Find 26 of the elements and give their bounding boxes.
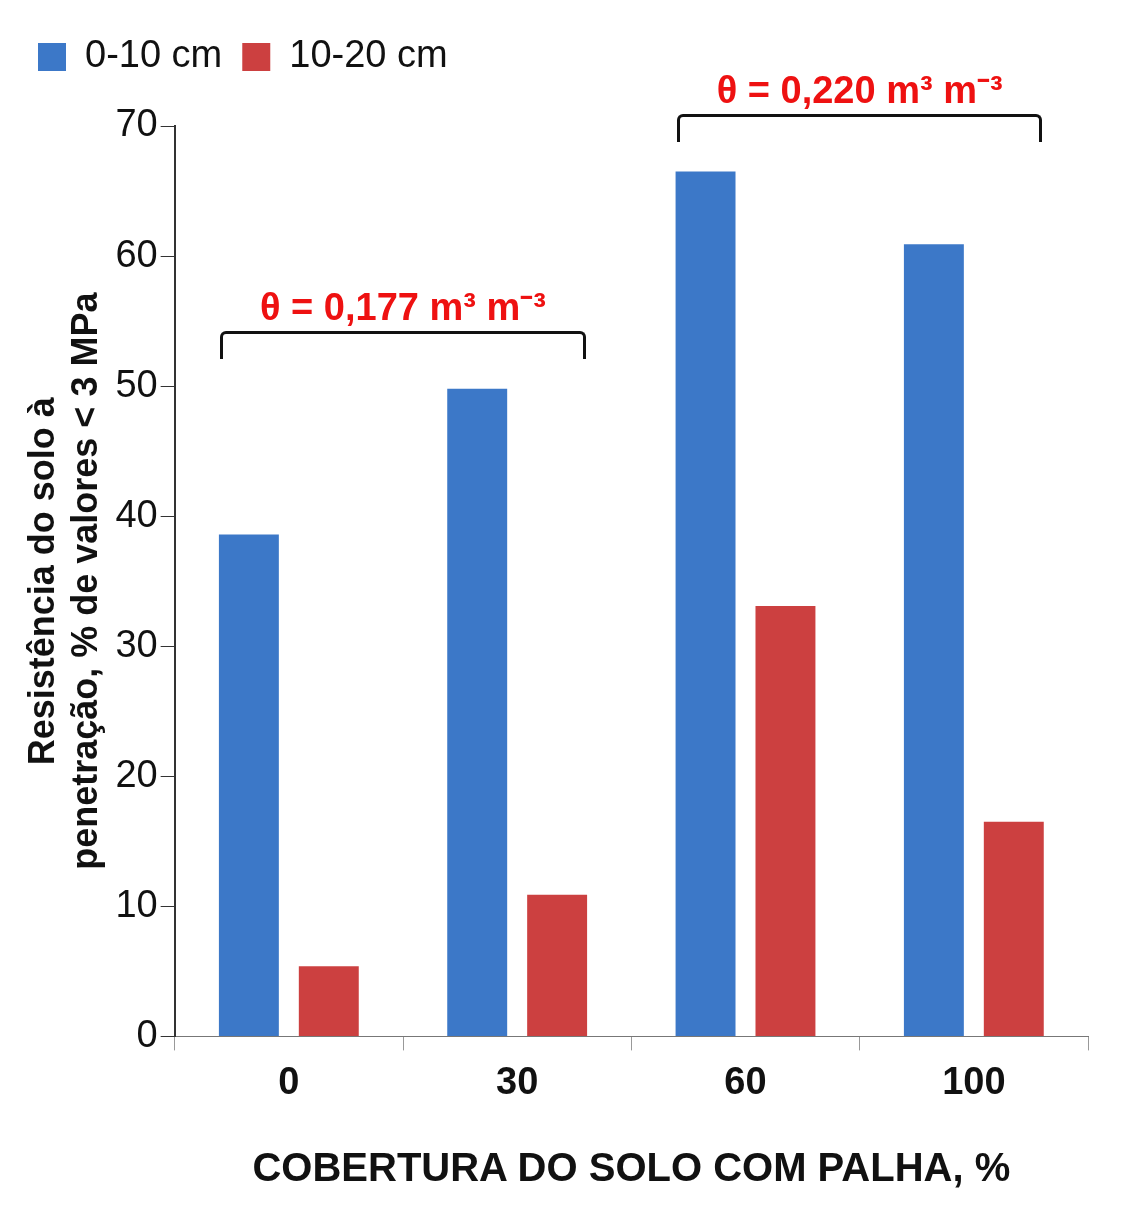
bar [298,966,359,1036]
y-tick-label: 40 [115,492,158,535]
bar [903,244,964,1036]
bar [447,388,508,1036]
bar [983,821,1044,1036]
y-tick-label: 30 [115,622,158,665]
x-tick-label: 0 [278,1059,300,1102]
text: θ = 0,220 m³ m⁻³ [715,67,1004,113]
bar [675,171,736,1036]
x-tick-label: 30 [496,1059,539,1102]
x-tick-label: 60 [724,1059,767,1102]
y-tick-label: 70 [115,102,158,145]
y-tick-label: 60 [115,232,158,275]
y-tick-label: 50 [115,362,158,405]
y-tick-label: 20 [115,752,158,795]
x-axis-title: COBERTURA DO SOLO COM PALHA, % [252,1145,1011,1190]
bar [527,894,588,1036]
legend-label: 0-10 cm [85,33,223,76]
bar [218,534,279,1036]
bar [755,605,816,1036]
annotation: θ = 0,177 m³ m⁻³ [259,284,547,330]
y-axis-title: Resistência do solo à penetração, % de valores < 3 MPa [20,291,105,870]
x-tick-label: 100 [942,1059,1006,1102]
y-tick-label: 10 [115,882,158,925]
y-tick-label: 0 [136,1012,158,1055]
legend-label: 10-20 cm [289,33,448,76]
